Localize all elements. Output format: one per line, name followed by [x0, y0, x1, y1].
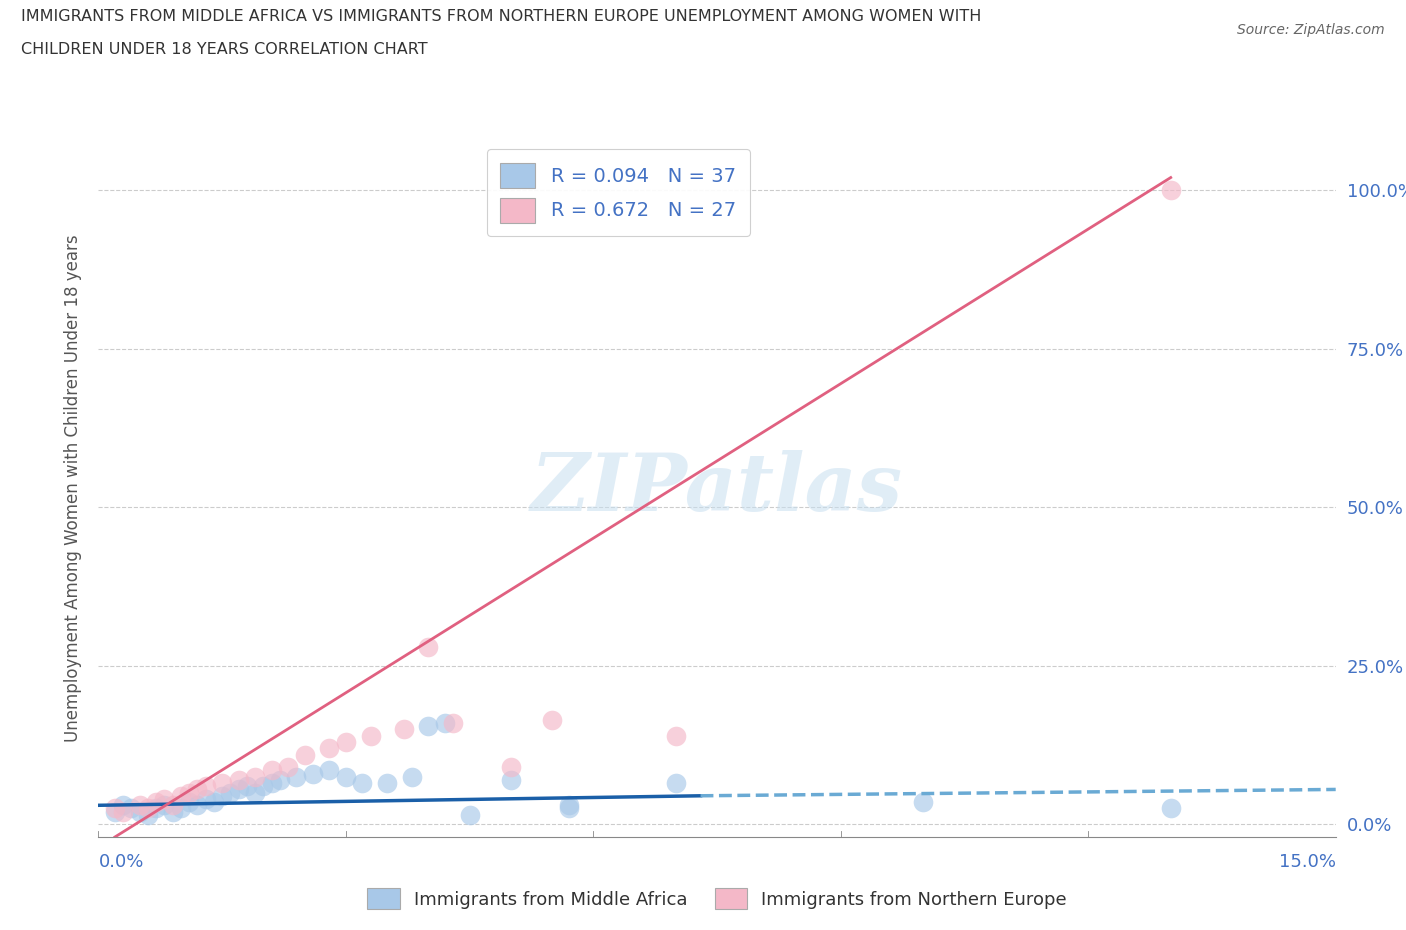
Text: 15.0%: 15.0%	[1278, 853, 1336, 870]
Point	[228, 782, 250, 797]
Point	[243, 785, 266, 800]
Point	[252, 778, 274, 793]
Point	[665, 776, 688, 790]
Point	[1160, 183, 1182, 198]
Point	[418, 639, 440, 654]
Point	[211, 776, 233, 790]
Point	[236, 778, 259, 793]
Point	[162, 798, 184, 813]
Point	[1160, 801, 1182, 816]
Point	[104, 804, 127, 819]
Point	[145, 794, 167, 809]
Point	[352, 776, 374, 790]
Text: IMMIGRANTS FROM MIDDLE AFRICA VS IMMIGRANTS FROM NORTHERN EUROPE UNEMPLOYMENT AM: IMMIGRANTS FROM MIDDLE AFRICA VS IMMIGRA…	[21, 9, 981, 24]
Point	[145, 801, 167, 816]
Point	[441, 715, 464, 730]
Point	[153, 798, 176, 813]
Point	[557, 798, 579, 813]
Text: CHILDREN UNDER 18 YEARS CORRELATION CHART: CHILDREN UNDER 18 YEARS CORRELATION CHAR…	[21, 42, 427, 57]
Point	[277, 760, 299, 775]
Point	[243, 769, 266, 784]
Legend: R = 0.094   N = 37, R = 0.672   N = 27: R = 0.094 N = 37, R = 0.672 N = 27	[486, 149, 749, 236]
Point	[153, 791, 176, 806]
Point	[202, 794, 225, 809]
Point	[179, 785, 201, 800]
Point	[269, 773, 291, 788]
Point	[458, 807, 481, 822]
Point	[170, 789, 193, 804]
Point	[360, 728, 382, 743]
Point	[294, 747, 316, 762]
Point	[302, 766, 325, 781]
Point	[136, 801, 159, 816]
Point	[219, 785, 242, 800]
Point	[499, 773, 522, 788]
Point	[285, 769, 308, 784]
Point	[318, 763, 340, 777]
Point	[335, 735, 357, 750]
Point	[318, 741, 340, 756]
Point	[260, 776, 283, 790]
Point	[375, 776, 398, 790]
Text: 0.0%: 0.0%	[98, 853, 143, 870]
Legend: Immigrants from Middle Africa, Immigrants from Northern Europe: Immigrants from Middle Africa, Immigrant…	[360, 881, 1074, 916]
Point	[128, 798, 150, 813]
Point	[194, 791, 217, 806]
Point	[433, 715, 456, 730]
Point	[401, 769, 423, 784]
Point	[335, 769, 357, 784]
Point	[665, 728, 688, 743]
Point	[120, 801, 142, 816]
Point	[228, 773, 250, 788]
Point	[186, 798, 208, 813]
Point	[499, 760, 522, 775]
Point	[392, 722, 415, 737]
Point	[541, 712, 564, 727]
Point	[179, 794, 201, 809]
Text: ZIPatlas: ZIPatlas	[531, 449, 903, 527]
Point	[194, 778, 217, 793]
Point	[170, 801, 193, 816]
Point	[104, 801, 127, 816]
Point	[912, 794, 935, 809]
Point	[211, 789, 233, 804]
Y-axis label: Unemployment Among Women with Children Under 18 years: Unemployment Among Women with Children U…	[63, 234, 82, 742]
Point	[112, 804, 135, 819]
Point	[128, 804, 150, 819]
Text: Source: ZipAtlas.com: Source: ZipAtlas.com	[1237, 23, 1385, 37]
Point	[557, 801, 579, 816]
Point	[136, 807, 159, 822]
Point	[162, 804, 184, 819]
Point	[418, 719, 440, 734]
Point	[260, 763, 283, 777]
Point	[186, 782, 208, 797]
Point	[112, 798, 135, 813]
